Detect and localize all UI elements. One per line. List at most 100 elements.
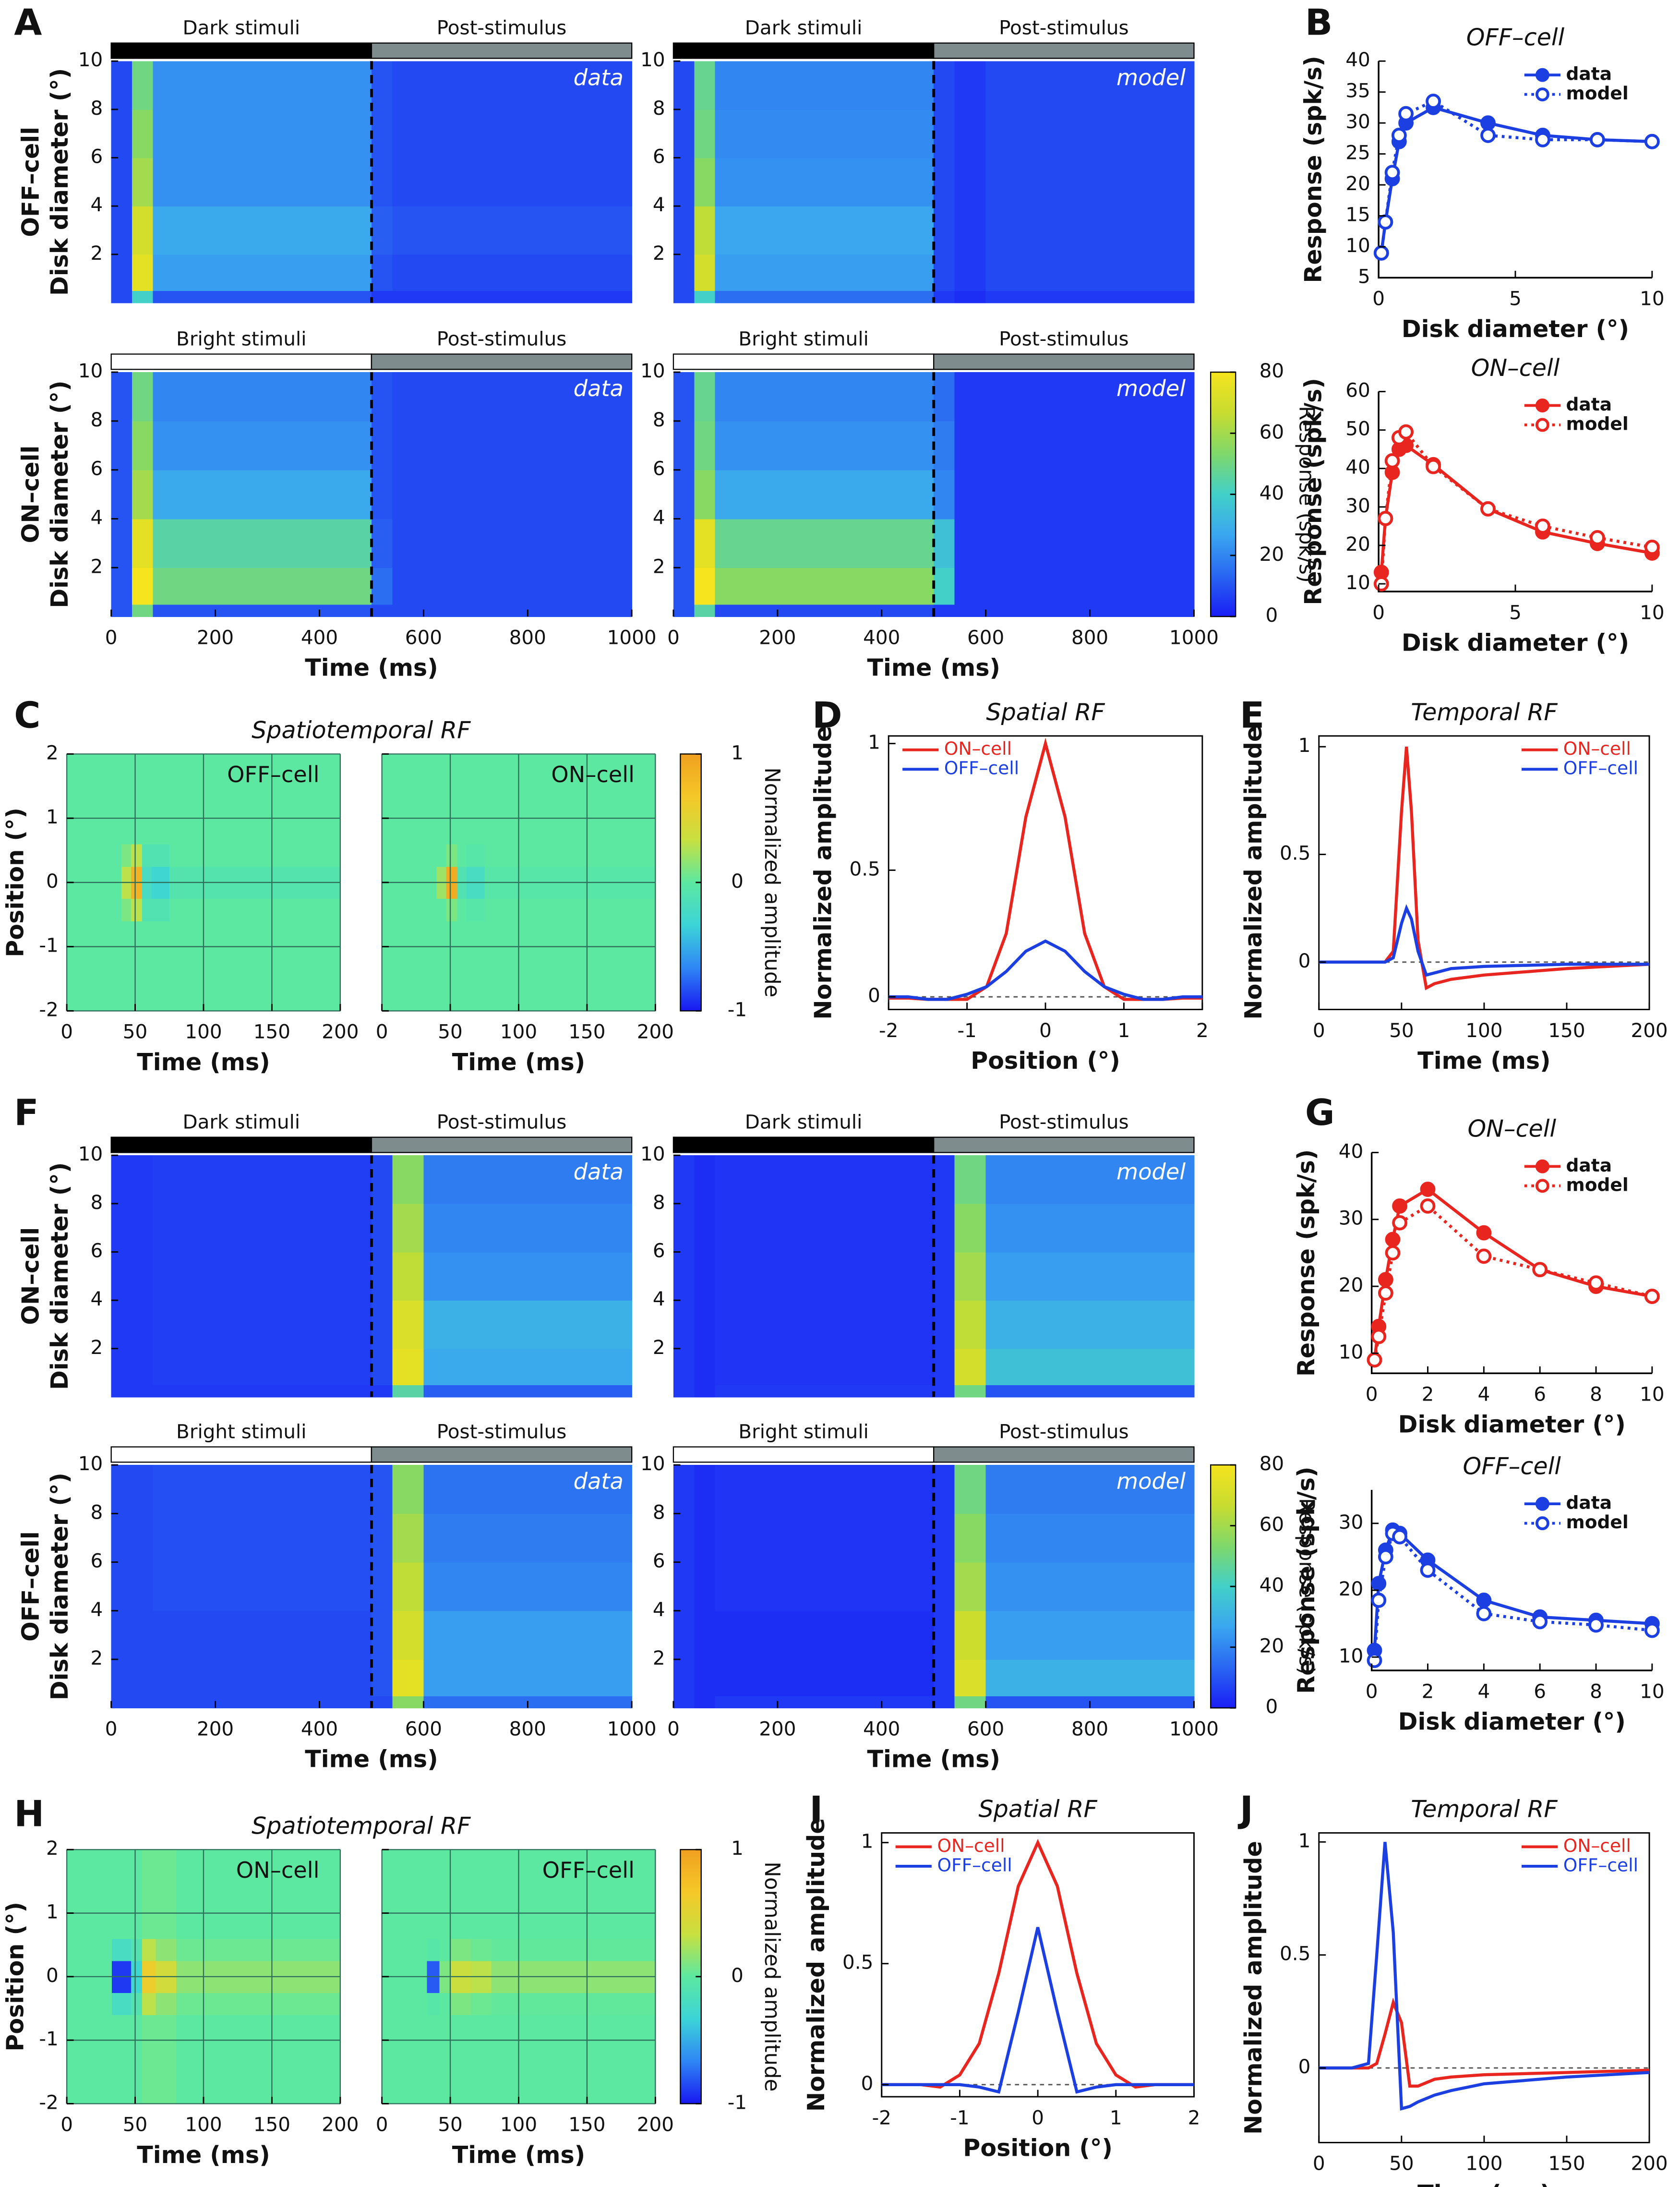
heatmap-cell <box>111 470 132 520</box>
panel-letter: C <box>14 694 40 737</box>
heatmap-cell <box>111 1465 132 1514</box>
heatmap-cell <box>153 254 372 291</box>
x-tick-label: 50 <box>1389 2152 1414 2175</box>
heatmap-cell <box>151 898 170 922</box>
heatmap-cell <box>457 921 468 1012</box>
heatmap-cell <box>450 1849 471 1939</box>
heatmap-cell <box>132 1385 154 1398</box>
heatmap-cell <box>153 519 372 568</box>
heatmap-cell <box>371 1465 393 1514</box>
heatmap-cell <box>985 1513 1195 1563</box>
legend-label: model <box>1566 1511 1629 1533</box>
data-point <box>1590 132 1605 147</box>
heatmap-cell <box>715 1348 935 1386</box>
heatmap-cell <box>132 1695 154 1709</box>
x-tick-label: 4 <box>1477 1383 1490 1406</box>
colorbar-tick-label: 80 <box>1260 359 1284 382</box>
heatmap-cell <box>934 604 955 617</box>
y-axis-label: Normalized amplitude <box>809 726 837 1020</box>
heatmap-cell <box>673 1513 695 1563</box>
x-tick-label: 200 <box>759 626 796 649</box>
colorbar-tick-label: 1 <box>731 741 744 764</box>
heatmap-cell <box>423 206 633 255</box>
heatmap-cell <box>67 1849 112 1939</box>
chart-title: Spatiotemporal RF <box>252 1812 471 1839</box>
y-tick-label: 2 <box>91 1336 103 1359</box>
heatmap-cell <box>153 372 372 422</box>
x-tick-label: 150 <box>568 2113 605 2136</box>
x-tick-label: 400 <box>301 1717 338 1740</box>
x-tick-label: 10 <box>1640 1680 1665 1703</box>
x-tick-label: 0 <box>60 1020 73 1043</box>
stimulus-label: Bright stimuli <box>738 1420 868 1443</box>
x-tick-label: 50 <box>123 2113 147 2136</box>
heatmap-cell <box>132 157 154 207</box>
legend-marker <box>1535 1516 1549 1531</box>
y-tick-label: 0 <box>868 984 880 1007</box>
data-point <box>1384 165 1400 181</box>
heatmap-cell <box>446 898 458 922</box>
heatmap-cell <box>715 1465 935 1514</box>
series-line <box>1373 1204 1653 1360</box>
heatmap-cell <box>436 754 447 845</box>
colorbar-tick-label: 0 <box>1266 1695 1278 1718</box>
x-tick-label: 200 <box>322 2113 359 2136</box>
data-point <box>1371 1576 1387 1592</box>
x-tick-label: 600 <box>405 1717 442 1740</box>
heatmap-cell <box>423 1252 633 1301</box>
heatmap-cell <box>673 1610 695 1660</box>
heatmap-cell <box>423 421 633 471</box>
y-tick-label: 2 <box>46 1837 59 1860</box>
heatmap-cell <box>132 254 154 291</box>
heatmap-cell <box>176 1992 341 2016</box>
y-tick-label: 4 <box>653 506 665 529</box>
y-tick-label: 2 <box>91 555 103 578</box>
heatmap-cell <box>153 470 372 520</box>
stimulus-label: Dark stimuli <box>182 1111 300 1134</box>
data-point <box>1644 1622 1660 1638</box>
heatmap-cell <box>121 754 132 845</box>
legend-label: OFF–cell <box>944 758 1019 779</box>
heatmap-cell <box>111 1695 132 1709</box>
heatmap-cell <box>484 844 656 867</box>
heatmap-cell <box>673 254 695 291</box>
colorbar-tick-label: 20 <box>1260 543 1284 566</box>
data-point <box>1535 132 1550 147</box>
stimulus-label: Bright stimuli <box>176 327 306 350</box>
heatmap-cell <box>153 1465 372 1514</box>
x-tick-label: 150 <box>1548 1019 1585 1042</box>
y-tick-label: 6 <box>653 457 665 480</box>
series-line <box>1319 1842 1650 2111</box>
heatmap-cell <box>470 1849 492 1939</box>
annotation: OFF–cell <box>227 761 319 787</box>
y-tick-label: 8 <box>91 97 103 120</box>
heatmap-cell <box>673 290 695 303</box>
heatmap-cell <box>392 372 424 422</box>
heatmap-cell <box>694 61 716 110</box>
heatmap-cell <box>694 157 716 207</box>
data-point <box>1476 1225 1492 1241</box>
x-tick-label: 150 <box>1548 2152 1585 2175</box>
heatmap-cell <box>111 568 132 605</box>
chart-title: Temporal RF <box>1411 1795 1558 1823</box>
heatmap-cell <box>132 470 154 520</box>
heatmap-cell <box>142 921 152 1012</box>
heatmap-cell <box>673 421 695 471</box>
x-tick-label: 0 <box>1039 1019 1052 1042</box>
heatmap-cell <box>694 1659 716 1696</box>
y-tick-label: 10 <box>78 1142 103 1165</box>
heatmap-cell <box>371 157 393 207</box>
legend-marker <box>1535 399 1549 412</box>
heatmap-cell <box>371 1562 393 1611</box>
panel-letter: B <box>1305 1 1332 44</box>
heatmap-cell <box>132 1348 154 1386</box>
heatmap-cell <box>111 1348 132 1386</box>
data-point <box>1644 540 1660 555</box>
x-axis-label: Disk diameter (°) <box>1402 628 1629 656</box>
data-point <box>1392 1215 1407 1231</box>
heatmap-cell <box>694 1695 716 1709</box>
heatmap-cell <box>142 1992 156 2016</box>
y-tick-label: 2 <box>653 242 665 265</box>
heatmap-cell <box>132 372 154 422</box>
heatmap-cell <box>934 568 955 605</box>
